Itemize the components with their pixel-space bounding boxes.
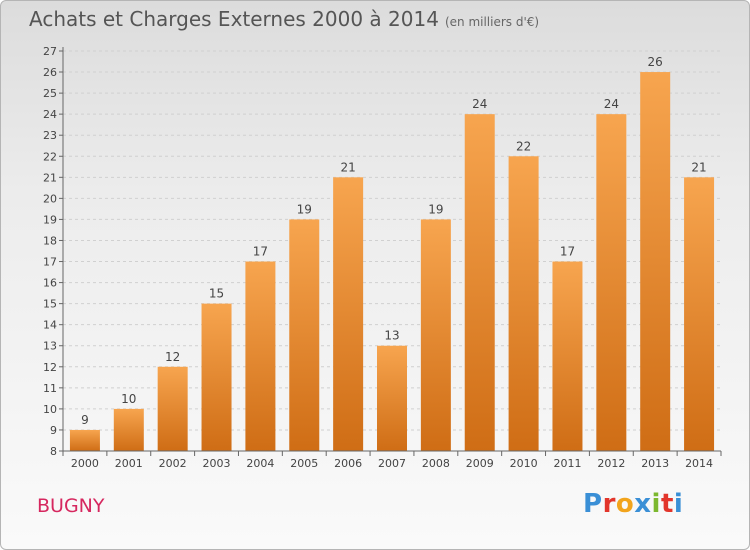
y-tick-label: 22 bbox=[43, 150, 57, 163]
data-label: 17 bbox=[253, 245, 268, 259]
y-tick-label: 26 bbox=[43, 66, 57, 79]
data-label: 21 bbox=[691, 160, 706, 174]
x-tick-label: 2005 bbox=[290, 457, 318, 470]
x-tick-label: 2008 bbox=[422, 457, 450, 470]
bar bbox=[464, 114, 495, 451]
data-label: 24 bbox=[472, 97, 487, 111]
proxiti-logo: Proxiti bbox=[583, 489, 683, 519]
y-tick-label: 25 bbox=[43, 87, 57, 100]
data-label: 21 bbox=[340, 160, 355, 174]
logo-letter: P bbox=[583, 489, 603, 519]
logo-letter: r bbox=[602, 489, 616, 519]
x-axis: 2000 2001 2002 2003 2004 2005 2006 2007 2008 2009… bbox=[62, 450, 722, 470]
x-tick-label: 2007 bbox=[378, 457, 406, 470]
data-label: 15 bbox=[209, 287, 224, 301]
bar bbox=[333, 177, 364, 451]
bar bbox=[420, 219, 451, 451]
data-label: 17 bbox=[560, 245, 575, 259]
bar bbox=[157, 366, 188, 451]
data-label: 24 bbox=[604, 97, 619, 111]
y-tick-label: 16 bbox=[43, 277, 57, 290]
x-tick-label: 2000 bbox=[71, 457, 99, 470]
bars: 9 10 12 15 17 19 21 13 19 24 22 17 24 26 21 bbox=[69, 55, 715, 451]
commune-name: BUGNY bbox=[37, 495, 105, 517]
data-label: 19 bbox=[297, 202, 312, 216]
x-tick-label: 2002 bbox=[159, 457, 187, 470]
bar bbox=[377, 345, 407, 451]
y-tick-label: 13 bbox=[43, 340, 57, 353]
y-tick-label: 18 bbox=[43, 234, 57, 247]
x-tick-label: 2013 bbox=[641, 457, 669, 470]
x-tick-label: 2012 bbox=[597, 457, 625, 470]
y-tick-label: 11 bbox=[43, 382, 57, 395]
y-tick-label: 20 bbox=[43, 192, 57, 205]
bar bbox=[552, 261, 583, 451]
y-axis: 8 9 10 11 12 13 14 15 16 17 18 19 20 21 22 23 24 25 26 27 bbox=[43, 45, 64, 458]
x-tick-label: 2001 bbox=[115, 457, 143, 470]
bar bbox=[289, 219, 320, 451]
data-label: 19 bbox=[428, 202, 443, 216]
bar bbox=[596, 114, 627, 451]
y-tick-label: 8 bbox=[50, 445, 57, 458]
data-label: 13 bbox=[384, 329, 399, 343]
bar bbox=[640, 72, 671, 451]
title-text: Achats et Charges Externes 2000 à 2014 bbox=[29, 7, 439, 31]
y-tick-label: 19 bbox=[43, 213, 57, 226]
y-tick-label: 27 bbox=[43, 45, 57, 58]
bar bbox=[508, 156, 539, 451]
y-tick-label: 15 bbox=[43, 298, 57, 311]
y-tick-label: 12 bbox=[43, 361, 57, 374]
unit-note: (en milliers d'€) bbox=[444, 15, 540, 29]
bar bbox=[113, 408, 144, 451]
logo-letter: t bbox=[660, 489, 674, 519]
x-tick-label: 2010 bbox=[510, 457, 538, 470]
data-label: 10 bbox=[121, 392, 136, 406]
x-tick-label: 2014 bbox=[685, 457, 713, 470]
y-tick-label: 14 bbox=[43, 319, 57, 332]
x-tick-label: 2006 bbox=[334, 457, 362, 470]
x-tick-label: 2004 bbox=[246, 457, 274, 470]
bar bbox=[684, 177, 715, 451]
x-tick-label: 2011 bbox=[553, 457, 581, 470]
logo-letter: x bbox=[634, 489, 652, 519]
bar bbox=[201, 303, 232, 451]
data-label: 26 bbox=[648, 55, 663, 69]
logo-letter: i bbox=[673, 489, 684, 519]
y-tick-label: 24 bbox=[43, 108, 57, 121]
bar bbox=[245, 261, 276, 451]
logo-letter: o bbox=[615, 489, 635, 519]
data-label: 22 bbox=[516, 139, 531, 153]
y-tick-label: 23 bbox=[43, 129, 57, 142]
logo-letter: i bbox=[651, 489, 661, 519]
data-label: 12 bbox=[165, 350, 180, 364]
data-label: 9 bbox=[81, 413, 89, 427]
chart-title: Achats et Charges Externes 2000 à 2014 (e… bbox=[29, 7, 539, 31]
bar bbox=[69, 429, 100, 451]
y-tick-label: 17 bbox=[43, 256, 57, 269]
y-tick-label: 21 bbox=[43, 171, 57, 184]
y-tick-label: 10 bbox=[43, 403, 57, 416]
x-tick-label: 2009 bbox=[466, 457, 494, 470]
x-tick-label: 2003 bbox=[203, 457, 231, 470]
y-tick-label: 9 bbox=[50, 424, 57, 437]
